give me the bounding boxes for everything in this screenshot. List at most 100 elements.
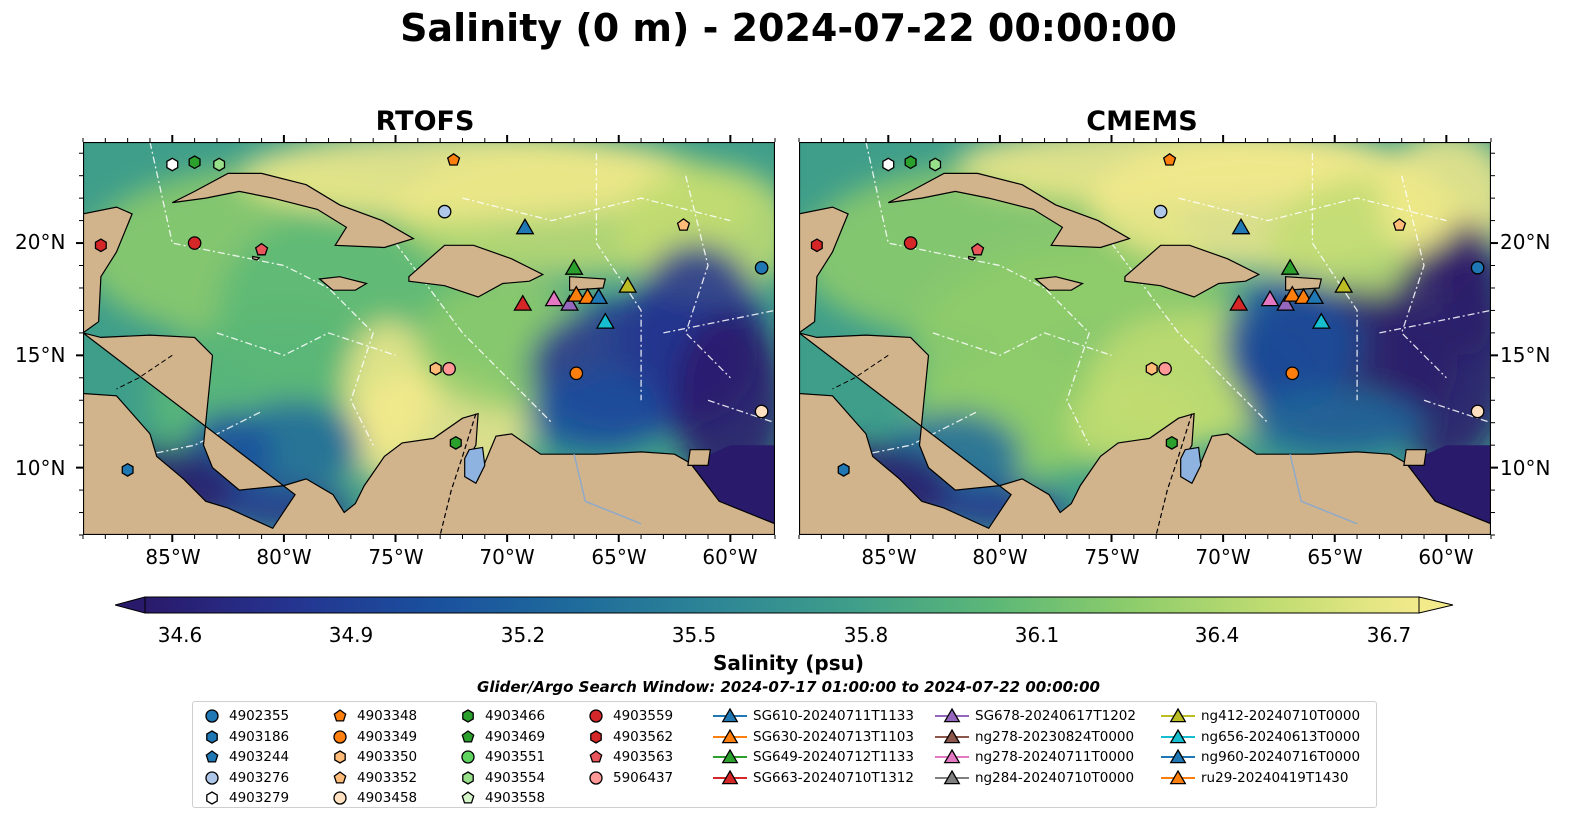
legend-entry: SG649-20240712T1133 (713, 747, 914, 768)
legend-marker (1169, 707, 1187, 723)
legend-entry: 4902355 (201, 706, 289, 727)
yucatan-land (83, 142, 133, 334)
legend-column: SG610-20240711T1133 SG630-20240713T1103 SG… (713, 706, 914, 788)
glider-marker (1305, 287, 1325, 305)
glider-marker (1282, 285, 1302, 302)
argo-float-marker (882, 157, 895, 172)
argo-float-marker (188, 155, 201, 170)
triangle-marker-icon (713, 769, 747, 785)
lon-label-65w-left: 65°W (591, 545, 647, 569)
hexagon-marker-icon (462, 770, 474, 785)
pentagon-marker-icon (461, 729, 475, 743)
legend-entry: ng278-20230824T0000 (935, 727, 1136, 748)
legend-entry: 5906437 (585, 768, 673, 789)
legend-marker (943, 748, 961, 764)
legend-entry: 4903244 (201, 747, 289, 768)
legend-marker (333, 770, 347, 784)
legend-label: ng412-20240710T0000 (1201, 708, 1361, 725)
legend-marker (721, 728, 739, 744)
legend-label: ng278-20240711T0000 (975, 749, 1135, 766)
legend-marker (589, 750, 603, 763)
colorbar-tick: 36.1 (1014, 623, 1060, 647)
argo-float-marker (449, 435, 462, 450)
map-axes (76, 135, 1498, 542)
argo-float-marker (1162, 153, 1177, 166)
legend-label: SG610-20240711T1133 (753, 708, 914, 725)
triangle-marker-icon (713, 748, 747, 764)
colorbar-label: Salinity (psu) (712, 651, 864, 675)
legend-entry: 4903458 (329, 788, 417, 809)
legend-label: 4903458 (357, 790, 418, 807)
legend-marker (1169, 748, 1187, 764)
legend-marker (943, 728, 961, 744)
pentagon-marker-icon (589, 750, 603, 763)
hexagon-marker-icon (334, 750, 346, 765)
hexagon-marker-icon (590, 729, 602, 744)
argo-float-marker (187, 236, 202, 250)
legend-label: 4903349 (357, 728, 418, 745)
legend-marker (721, 769, 739, 785)
argo-float-marker (446, 153, 461, 166)
cmems-map-canvas (799, 142, 1491, 535)
atlantic-plume (690, 445, 775, 524)
legend-label: ru29-20240419T1430 (1201, 769, 1349, 786)
glider-marker (513, 294, 533, 311)
argo-float-marker (837, 462, 850, 477)
colorbar-tick: 36.7 (1366, 623, 1412, 647)
legend-marker (206, 729, 218, 744)
glider-marker (515, 217, 535, 235)
colorbar-min-extend (115, 596, 146, 614)
circle-marker-icon (461, 750, 475, 764)
legend-label: 4903563 (613, 749, 674, 766)
glider-marker (566, 285, 586, 302)
legend-label: ng656-20240613T0000 (1201, 728, 1361, 745)
legend-label: SG663-20240710T1312 (753, 769, 914, 786)
legend-entry: ng412-20240710T0000 (1161, 706, 1360, 727)
circle-marker-icon (589, 709, 603, 723)
search-window-note: Glider/Argo Search Window: 2024-07-17 01… (477, 678, 1100, 696)
pentagon-marker-icon (205, 750, 219, 763)
colorbar-tick: 34.9 (328, 623, 374, 647)
argo-float-marker (1145, 361, 1158, 376)
legend-marker (205, 709, 219, 723)
legend-entry: 4903562 (585, 727, 673, 748)
argo-float-marker (121, 462, 134, 477)
pentagon-marker-icon (333, 709, 347, 722)
yucatan-land (799, 142, 849, 334)
lon-label-75w-left: 75°W (368, 545, 424, 569)
lat-label-20n-left: 20°N (15, 230, 66, 254)
legend-marker (589, 771, 603, 785)
colorbar-body (144, 596, 1420, 614)
legend-label: 4903348 (357, 708, 418, 725)
legend-label: ng278-20230824T0000 (975, 728, 1135, 745)
lon-label-75w-right: 75°W (1084, 545, 1140, 569)
legend-label: 4903352 (357, 769, 418, 786)
legend-entry: 4903551 (457, 747, 545, 768)
legend-marker (205, 750, 219, 763)
legend-marker (462, 709, 474, 724)
legend-marker (461, 750, 475, 764)
legend-entry: 4903559 (585, 706, 673, 727)
glider-marker (1229, 294, 1249, 311)
island (1285, 276, 1323, 291)
glider-marker (564, 258, 584, 275)
legend-entry: ru29-20240419T1430 (1161, 768, 1360, 789)
argo-float-marker (1158, 361, 1172, 376)
legend-entry: SG610-20240711T1133 (713, 706, 914, 727)
lat-label-15n-right: 15°N (1500, 343, 1551, 367)
legend-entry: SG663-20240710T1312 (713, 768, 914, 789)
glider-marker (544, 289, 564, 307)
triangle-marker-icon (935, 728, 969, 744)
legend-label: 4903186 (229, 728, 290, 745)
legend-marker (461, 729, 475, 743)
island (569, 276, 607, 291)
legend-entry: 4903276 (201, 768, 289, 789)
island (408, 244, 545, 298)
legend-column: ng412-20240710T0000 ng656-20240613T0000 ng… (1161, 706, 1360, 788)
lon-label-70w-left: 70°W (479, 545, 535, 569)
glider-marker (1231, 217, 1251, 235)
legend-marker (590, 729, 602, 744)
lat-label-15n-left: 15°N (15, 343, 66, 367)
legend-label: 4903559 (613, 708, 674, 725)
panel-title-rtofs: RTOFS (375, 106, 475, 137)
